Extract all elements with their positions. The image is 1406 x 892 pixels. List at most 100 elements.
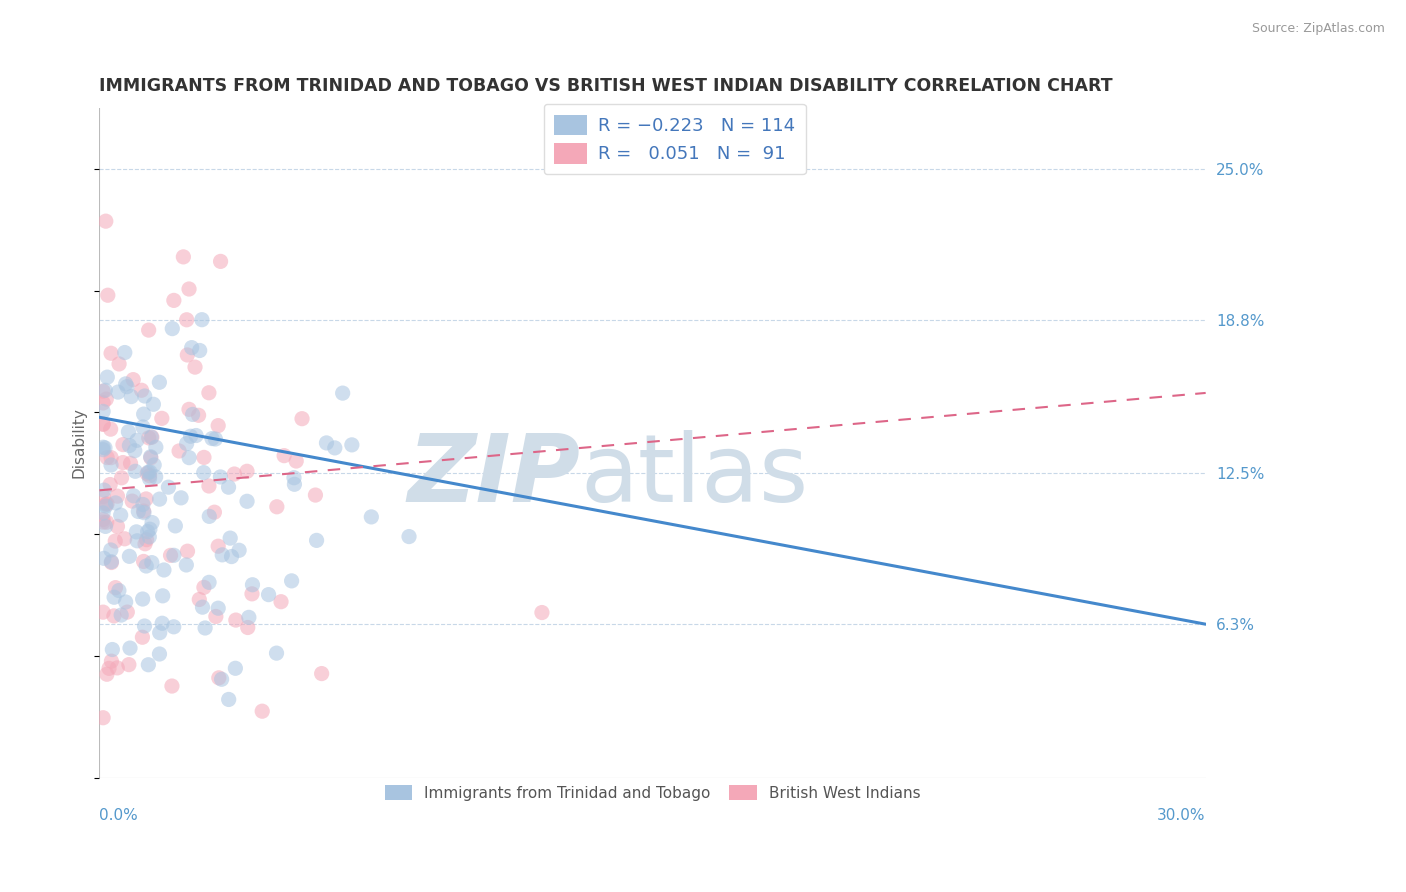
Point	[94, 384, 117, 398]
Point	[120, 390, 142, 404]
Point	[193, 580, 215, 594]
Point	[124, 464, 146, 478]
Point	[100, 422, 122, 436]
Point	[207, 418, 229, 433]
Point	[107, 519, 129, 533]
Point	[91, 417, 114, 431]
Point	[131, 592, 153, 607]
Point	[153, 563, 176, 577]
Point	[184, 360, 207, 375]
Point	[398, 530, 420, 544]
Point	[141, 430, 163, 444]
Point	[179, 450, 201, 465]
Point	[96, 667, 118, 681]
Point	[143, 458, 166, 472]
Point	[91, 605, 114, 619]
Point	[98, 477, 121, 491]
Y-axis label: Disability: Disability	[72, 408, 86, 478]
Point	[207, 539, 229, 553]
Text: Source: ZipAtlas.com: Source: ZipAtlas.com	[1251, 22, 1385, 36]
Point	[270, 595, 292, 609]
Point	[148, 376, 170, 390]
Point	[127, 504, 149, 518]
Legend: Immigrants from Trinidad and Tobago, British West Indians: Immigrants from Trinidad and Tobago, Bri…	[378, 779, 927, 806]
Point	[136, 467, 159, 481]
Point	[170, 491, 193, 505]
Point	[224, 661, 246, 675]
Point	[148, 647, 170, 661]
Point	[198, 385, 221, 400]
Point	[283, 471, 305, 485]
Point	[114, 595, 136, 609]
Point	[118, 641, 141, 656]
Point	[100, 654, 122, 668]
Point	[96, 392, 118, 406]
Point	[134, 389, 156, 403]
Point	[108, 583, 131, 598]
Point	[91, 404, 114, 418]
Point	[100, 450, 122, 465]
Point	[188, 343, 211, 358]
Point	[91, 417, 114, 432]
Point	[198, 509, 221, 524]
Point	[340, 438, 363, 452]
Point	[163, 549, 186, 563]
Point	[97, 288, 120, 302]
Point	[100, 555, 122, 569]
Point	[91, 442, 114, 457]
Point	[207, 601, 229, 615]
Point	[127, 533, 149, 548]
Point	[132, 506, 155, 520]
Point	[98, 661, 121, 675]
Point	[104, 496, 127, 510]
Point	[96, 370, 118, 384]
Point	[285, 454, 308, 468]
Point	[191, 600, 214, 615]
Point	[145, 470, 167, 484]
Point	[177, 282, 200, 296]
Point	[105, 661, 128, 675]
Point	[323, 441, 346, 455]
Point	[91, 396, 114, 410]
Point	[202, 505, 225, 519]
Point	[209, 470, 232, 484]
Point	[194, 621, 217, 635]
Point	[205, 609, 228, 624]
Point	[141, 556, 163, 570]
Point	[135, 491, 157, 506]
Point	[100, 346, 122, 360]
Point	[291, 411, 314, 425]
Point	[152, 589, 174, 603]
Point	[91, 515, 114, 529]
Point	[120, 456, 142, 470]
Point	[121, 494, 143, 508]
Point	[124, 443, 146, 458]
Point	[236, 494, 259, 508]
Text: IMMIGRANTS FROM TRINIDAD AND TOBAGO VS BRITISH WEST INDIAN DISABILITY CORRELATIO: IMMIGRANTS FROM TRINIDAD AND TOBAGO VS B…	[100, 78, 1114, 95]
Point	[236, 620, 259, 634]
Point	[204, 432, 226, 446]
Point	[273, 449, 295, 463]
Point	[188, 592, 211, 607]
Point	[193, 450, 215, 465]
Point	[176, 544, 198, 558]
Point	[122, 373, 145, 387]
Point	[94, 499, 117, 513]
Point	[139, 465, 162, 479]
Point	[150, 411, 173, 425]
Point	[110, 608, 132, 623]
Point	[167, 444, 190, 458]
Point	[160, 679, 183, 693]
Point	[93, 551, 115, 566]
Point	[221, 549, 243, 564]
Point	[198, 575, 221, 590]
Point	[135, 559, 157, 574]
Point	[209, 254, 232, 268]
Text: ZIP: ZIP	[408, 430, 581, 523]
Point	[104, 581, 127, 595]
Point	[139, 450, 162, 464]
Point	[91, 490, 114, 504]
Point	[304, 488, 326, 502]
Point	[131, 630, 153, 644]
Point	[219, 531, 242, 545]
